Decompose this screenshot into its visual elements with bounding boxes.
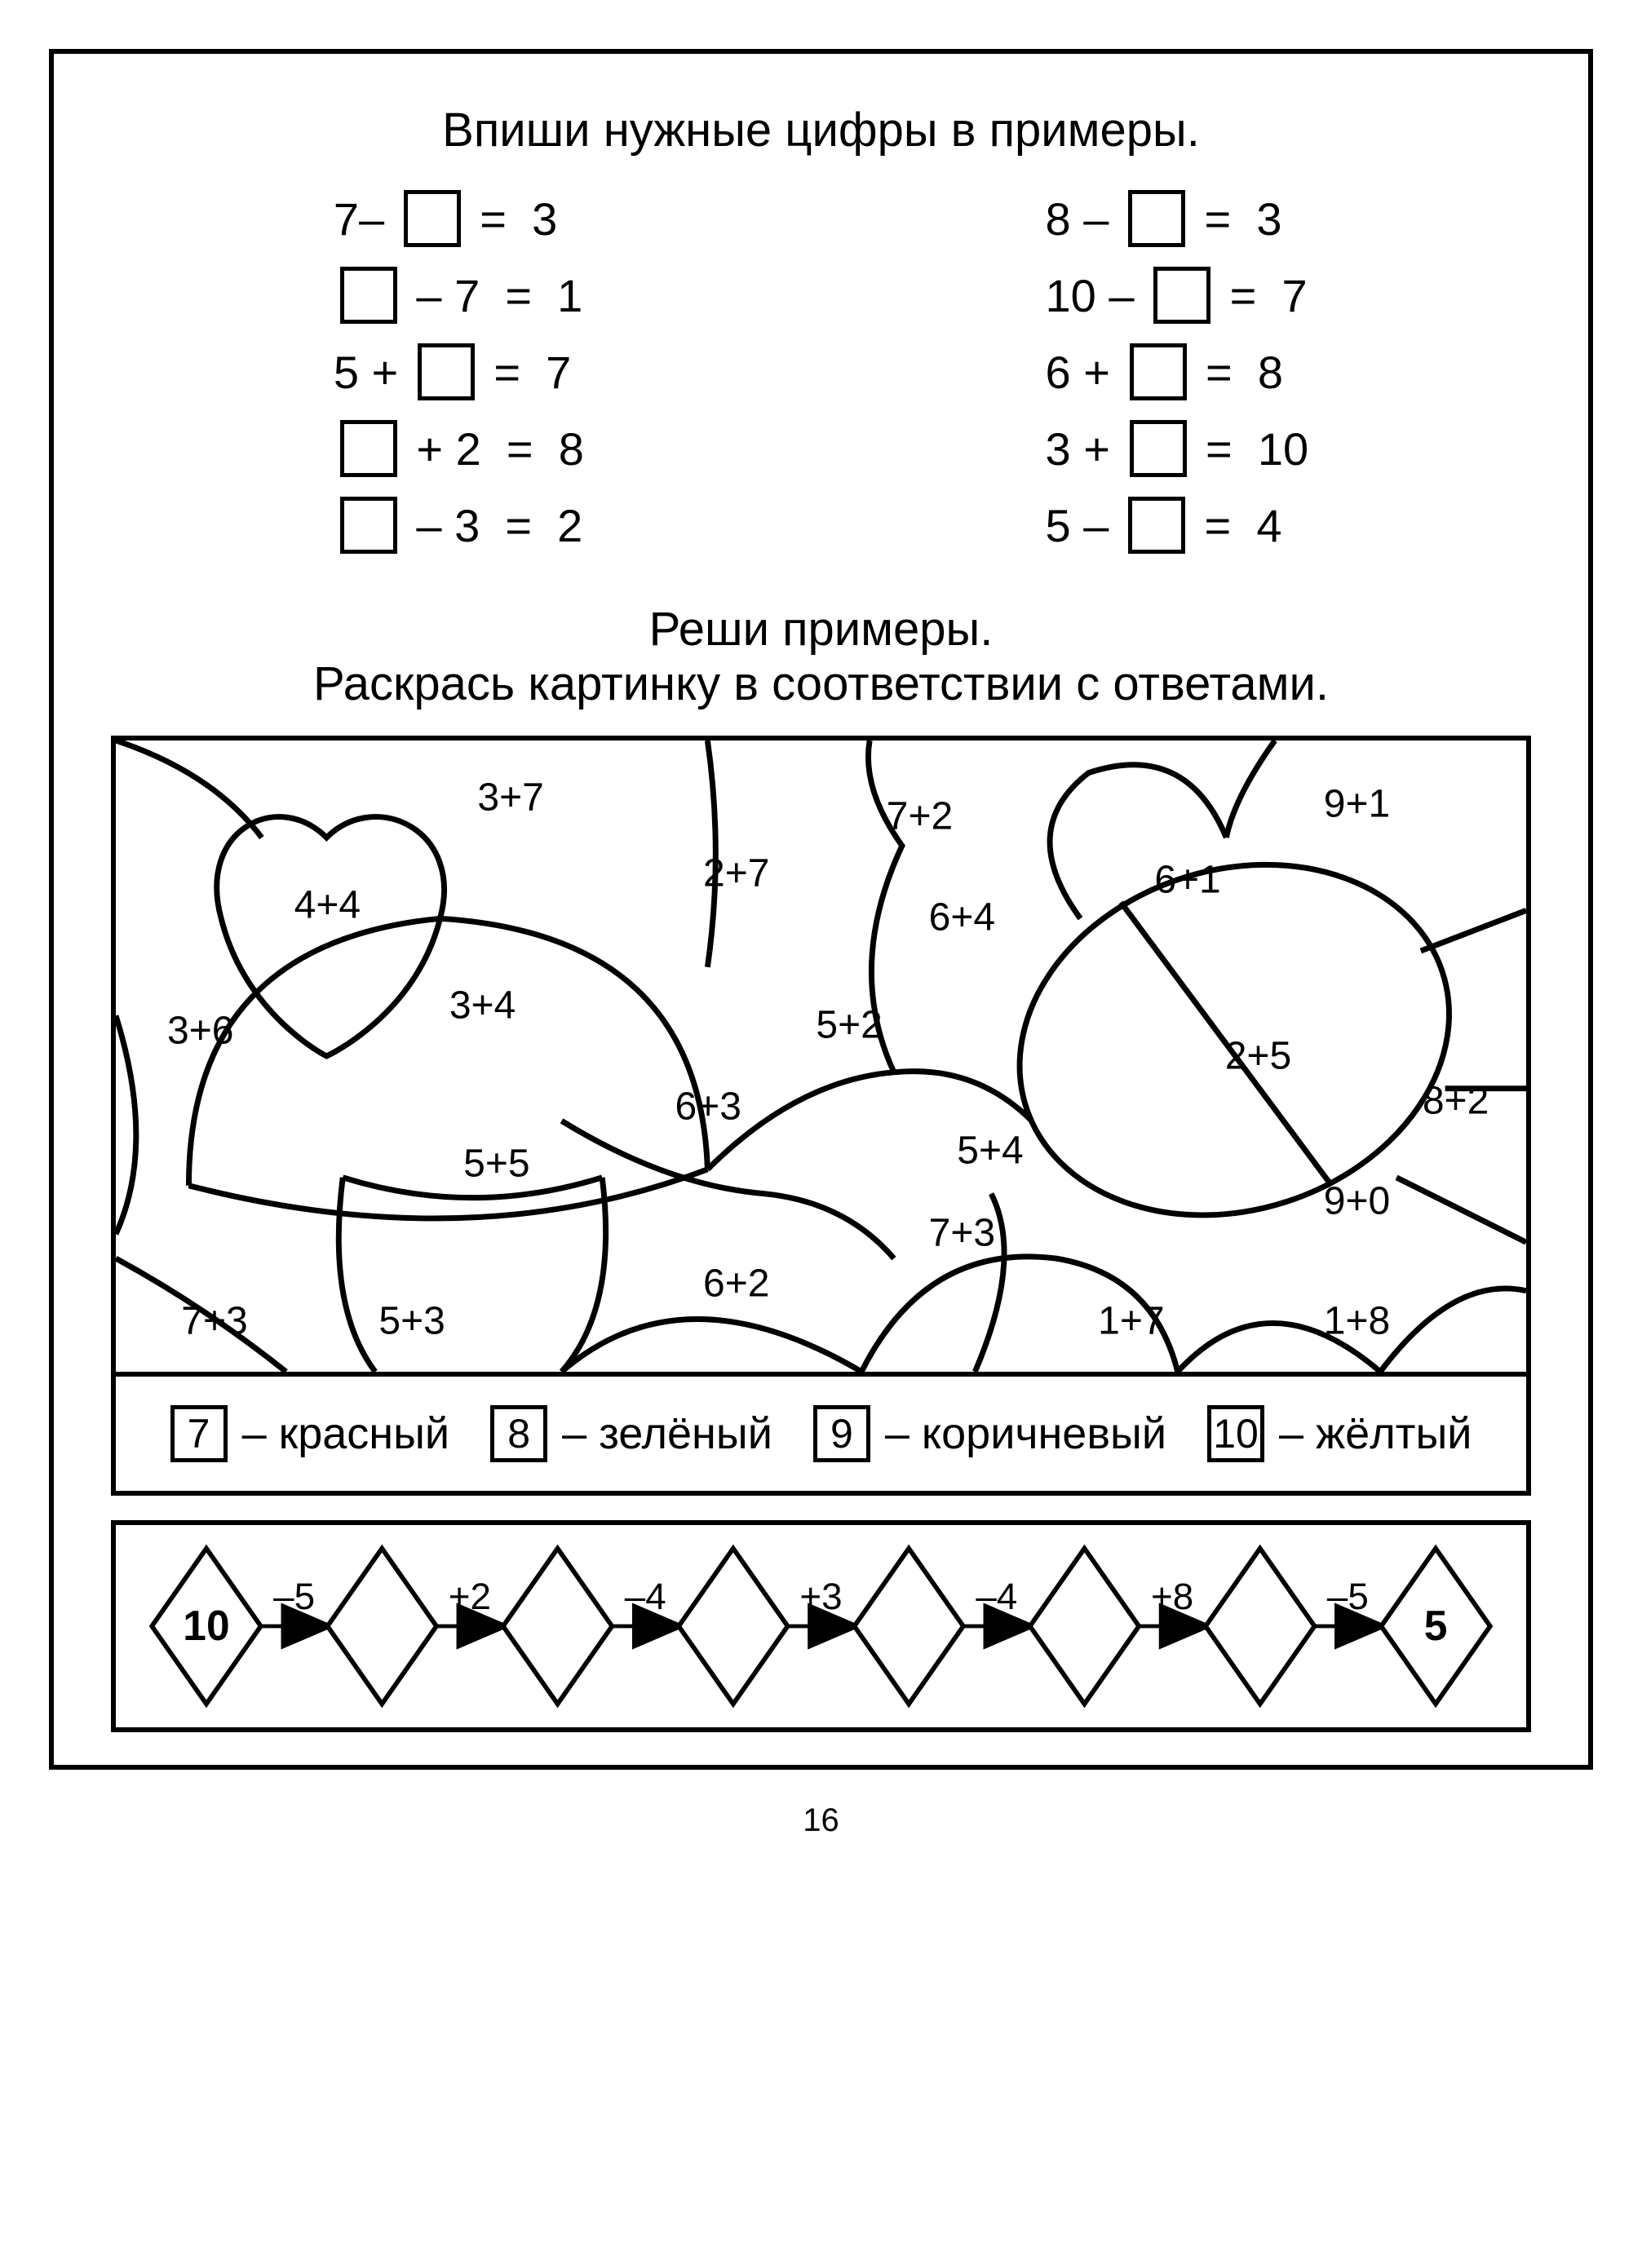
worksheet-page: Впиши нужные цифры в примеры. 7– = 3 – 7… [49,49,1593,1770]
color-by-number-block: 3+7 4+4 3+6 3+4 2+7 7+2 6+4 6+1 9+1 5+2 2+5 6+3 5+5 5… [111,736,1531,1496]
region-expression: 5+2 [816,1002,882,1047]
legend-number-box: 9 [813,1405,870,1462]
problems-right-column: 8 – = 3 10 – = 7 6 + = 8 3 + = 10 5 – = 4 [1046,190,1309,554]
chain-svg: –5 +2 –4 +3 –4 +8 –5 10 5 [116,1525,1526,1727]
legend-item: 10 – жёлтый [1207,1405,1472,1462]
answer-box[interactable] [418,343,475,400]
svg-text:5: 5 [1424,1603,1448,1650]
region-expression: 6+2 [703,1262,769,1306]
svg-text:–4: –4 [976,1576,1017,1617]
svg-text:+2: +2 [449,1576,491,1617]
svg-text:–4: –4 [625,1576,666,1617]
legend-item: 8 – зелёный [490,1405,772,1462]
number-chain: –5 +2 –4 +3 –4 +8 –5 10 5 [111,1520,1531,1732]
answer-box[interactable] [1128,497,1185,554]
answer-box[interactable] [1128,190,1185,247]
region-expression: 5+4 [957,1129,1023,1174]
legend-color-name: – красный [242,1408,450,1459]
equation: 10 – = 7 [1046,267,1309,324]
answer-box[interactable] [340,497,397,554]
region-expression: 5+3 [378,1299,445,1344]
region-expression: 4+4 [294,882,361,927]
legend-number-box: 8 [490,1405,547,1462]
answer-box[interactable] [340,420,397,477]
color-legend: 7 – красный 8 – зелёный 9 – коричневый 10 –… [116,1377,1526,1491]
answer-box[interactable] [1153,267,1210,324]
region-expression: 6+3 [675,1085,741,1130]
legend-color-name: – зелёный [562,1408,772,1459]
legend-item: 9 – коричневый [813,1405,1166,1462]
equation: 6 + = 8 [1046,343,1309,400]
region-expression: 6+4 [929,895,995,940]
legend-number-box: 10 [1207,1405,1264,1462]
region-expression: 2+7 [703,851,769,895]
svg-text:10: 10 [183,1603,229,1650]
equation: + 2 = 8 [334,420,584,477]
answer-box[interactable] [1130,420,1187,477]
svg-text:–5: –5 [273,1576,315,1617]
region-expression: 7+3 [929,1211,995,1256]
svg-text:+3: +3 [799,1576,842,1617]
answer-box[interactable] [340,267,397,324]
svg-text:–5: –5 [1327,1576,1369,1617]
picture-lines [116,741,1526,1372]
coloring-picture: 3+7 4+4 3+6 3+4 2+7 7+2 6+4 6+1 9+1 5+2 2+5 6+3 5+5 5… [116,741,1526,1377]
section2-title: Реши примеры. Раскрась картинку в соотве… [103,603,1539,711]
equation: – 3 = 2 [334,497,584,554]
fill-in-problems: 7– = 3 – 7 = 1 5 + = 7 + 2 = 8 – 3 = 2 8 … [103,190,1539,554]
region-expression: 7+3 [181,1299,247,1344]
equation: – 7 = 1 [334,267,584,324]
equation: 7– = 3 [334,190,584,247]
answer-box[interactable] [1130,343,1187,400]
equation: 5 – = 4 [1046,497,1309,554]
region-expression: 9+0 [1324,1179,1390,1224]
region-expression: 6+1 [1154,857,1220,902]
page-number: 16 [49,1802,1593,1839]
legend-number-box: 7 [170,1405,228,1462]
region-expression: 9+1 [1324,781,1390,826]
legend-color-name: – жёлтый [1279,1408,1472,1459]
answer-box[interactable] [404,190,461,247]
region-expression: 5+5 [463,1141,529,1186]
region-expression: 8+2 [1423,1078,1489,1123]
region-expression: 3+4 [449,984,516,1028]
equation: 8 – = 3 [1046,190,1309,247]
svg-text:+8: +8 [1151,1576,1193,1617]
equation: 3 + = 10 [1046,420,1309,477]
region-expression: 3+6 [167,1009,233,1054]
legend-item: 7 – красный [170,1405,450,1462]
region-expression: 2+5 [1225,1034,1291,1079]
problems-left-column: 7– = 3 – 7 = 1 5 + = 7 + 2 = 8 – 3 = 2 [334,190,584,554]
section1-title: Впиши нужные цифры в примеры. [103,103,1539,157]
region-expression: 1+8 [1324,1299,1390,1344]
legend-color-name: – коричневый [885,1408,1166,1459]
region-expression: 3+7 [477,776,543,820]
equation: 5 + = 7 [334,343,584,400]
region-expression: 1+7 [1098,1299,1164,1344]
region-expression: 7+2 [887,794,953,839]
